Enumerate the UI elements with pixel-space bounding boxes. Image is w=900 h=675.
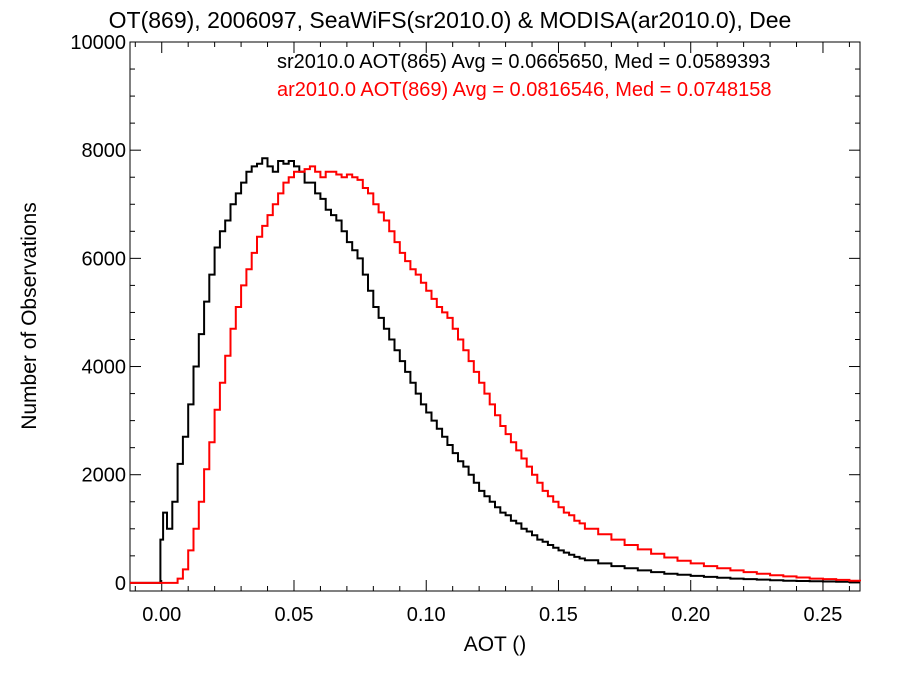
y-axis-label: Number of Observations [18, 202, 41, 430]
y-tick-label: 4000 [82, 357, 127, 379]
y-tick-label: 10000 [70, 32, 126, 54]
x-tick-label: 0.10 [407, 604, 446, 626]
y-axis: 0 2000 4000 6000 8000 10000 [70, 32, 860, 595]
legend-entry-1: sr2010.0 AOT(865) Avg = 0.0665650, Med =… [277, 51, 770, 73]
legend: sr2010.0 AOT(865) Avg = 0.0665650, Med =… [277, 51, 771, 101]
x-axis-label: AOT () [464, 633, 527, 656]
x-tick-label: 0.20 [671, 604, 710, 626]
y-tick-label: 8000 [82, 140, 127, 162]
plot-frame [129, 41, 861, 592]
y-tick-label: 0 [115, 573, 126, 595]
x-tick-label: 0.05 [275, 604, 314, 626]
series-line-2 [130, 165, 861, 584]
y-tick-label: 6000 [82, 248, 127, 270]
series-layer [130, 157, 861, 584]
x-axis: 0.00 0.05 0.10 0.15 0.20 0.25 [134, 42, 850, 626]
y-tick-label: 2000 [82, 465, 127, 487]
x-tick-label: 0.15 [539, 604, 578, 626]
x-tick-label: 0.25 [804, 604, 843, 626]
legend-entry-2: ar2010.0 AOT(869) Avg = 0.0816546, Med =… [277, 79, 771, 101]
series-line-1 [130, 157, 860, 584]
x-tick-label: 0.00 [142, 604, 181, 626]
chart-title: OT(869), 2006097, SeaWiFS(sr2010.0) & MO… [109, 7, 792, 33]
